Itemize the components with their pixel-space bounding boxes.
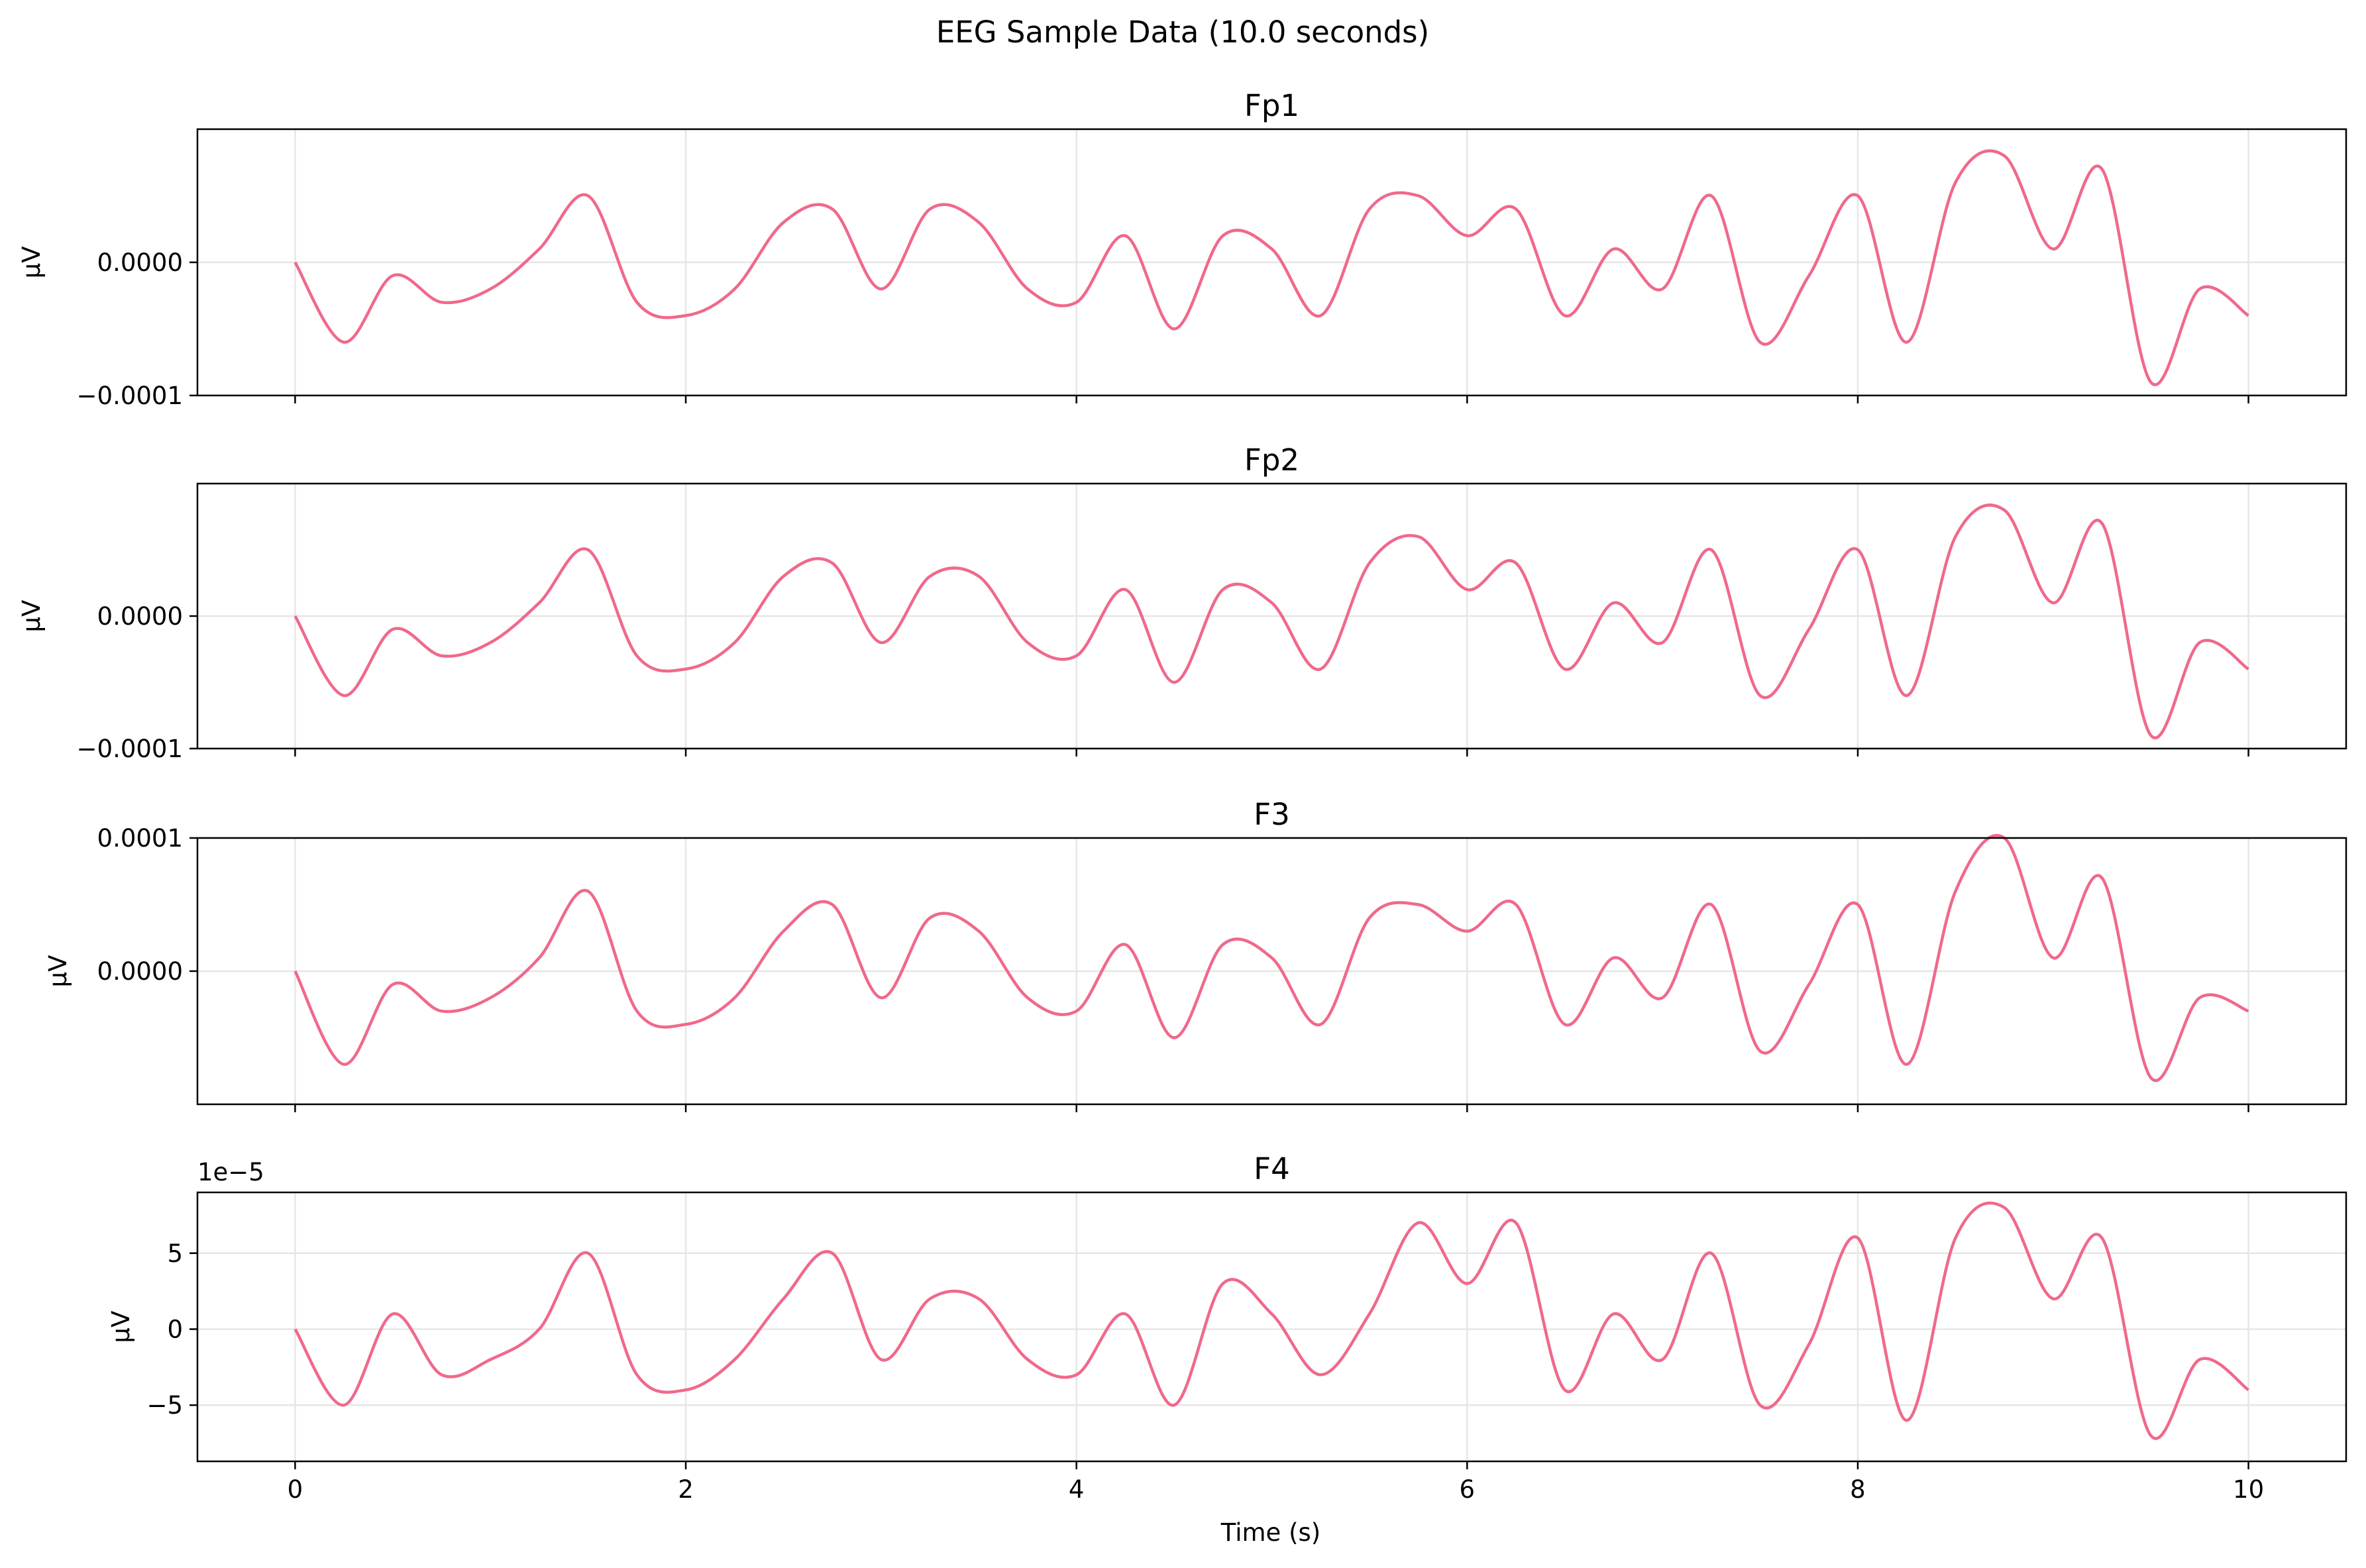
y-tick-label: −0.0001: [77, 382, 183, 410]
series-line-f4: [294, 1201, 2249, 1440]
x-tick-label: 8: [1850, 1475, 1866, 1504]
panel-title: F4: [1254, 1151, 1290, 1186]
x-tick-label: 2: [678, 1475, 694, 1504]
panels: −0.00010.0000Fp1μV−0.00010.0000Fp2μV0.00…: [17, 88, 2347, 1504]
x-tick-label: 10: [2233, 1475, 2264, 1504]
y-offset-text: 1e−5: [197, 1158, 264, 1186]
panel-title: Fp2: [1244, 443, 1299, 478]
y-tick-label: 0.0000: [97, 957, 183, 986]
panel-f3: 0.0000 0.0001 F3 μV: [44, 797, 2347, 1112]
y-tick-label: 0.0000: [97, 602, 183, 631]
x-tick-label: 0: [288, 1475, 303, 1504]
y-tick-label: −0.0001: [77, 735, 183, 763]
panel-f4: 0 2 4 6 8 10 −5 0 5 F4 μV 1e−5: [107, 1151, 2347, 1504]
y-axis-label: μV: [107, 1311, 135, 1343]
x-tick-label: 6: [1460, 1475, 1476, 1504]
y-tick-label: 0.0001: [97, 824, 183, 853]
axes-frame: [196, 1191, 2347, 1463]
y-tick-label: 5: [167, 1239, 183, 1268]
y-axis-label: μV: [44, 955, 72, 988]
y-tick-label: 0.0000: [97, 248, 183, 277]
panel-title: Fp1: [1244, 88, 1299, 123]
series-line-fp2: [294, 503, 2249, 739]
y-axis-label: μV: [17, 600, 46, 633]
y-tick-label: 0: [167, 1315, 183, 1343]
panel-title: F3: [1254, 797, 1290, 832]
x-axis-label: Time (s): [1220, 1518, 1320, 1547]
y-axis-label: μV: [17, 246, 46, 279]
series-line-f3: [294, 833, 2249, 1082]
figure-title: EEG Sample Data (10.0 seconds): [936, 15, 1429, 50]
series-line-fp1: [294, 149, 2249, 386]
panel-fp1: −0.0001 0.0000 Fp1 μV: [17, 88, 2347, 410]
panel-fp2: −0.0001 0.0000 Fp2 μV: [17, 443, 2347, 763]
x-tick-label: 4: [1069, 1475, 1085, 1504]
y-tick-label: −5: [146, 1391, 183, 1420]
